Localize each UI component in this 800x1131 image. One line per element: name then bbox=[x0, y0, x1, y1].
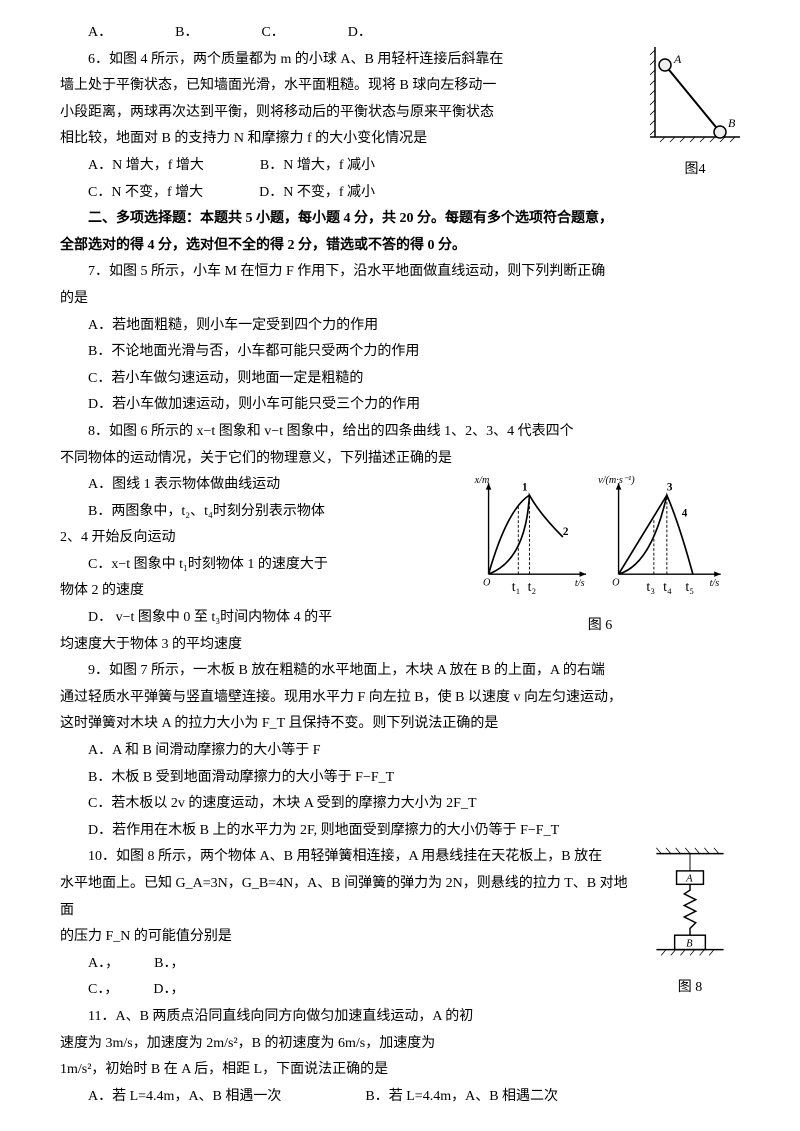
q10-d: D．， bbox=[153, 982, 184, 997]
svg-text:t₄: t₄ bbox=[663, 580, 672, 595]
q7-line2: 的是 bbox=[60, 286, 740, 313]
q11-line2: 速度为 3m/s，加速度为 2m/s²，B 的初速度为 6m/s，加速度为 bbox=[60, 1031, 740, 1058]
svg-text:t₅: t₅ bbox=[685, 580, 694, 595]
q6-opts-ab: A．N 增大，f 增大 B．N 增大，f 减小 bbox=[60, 153, 740, 180]
svg-text:1: 1 bbox=[522, 482, 528, 494]
figure-4-svg: A B bbox=[650, 47, 740, 147]
svg-text:O: O bbox=[483, 577, 491, 588]
q10-line1: 10．如图 8 所示，两个物体 A、B 用轻弹簧相连接，A 用悬线挂在天花板上，… bbox=[60, 844, 740, 871]
q7-c: C．若小车做匀速运动，则地面一定是粗糙的 bbox=[60, 366, 740, 393]
q9-d: D．若作用在木板 B 上的水平力为 2F, 则地面受到摩擦力的大小仍等于 F−F… bbox=[60, 818, 740, 845]
svg-text:t/s: t/s bbox=[710, 578, 720, 589]
q6-a: A．N 增大，f 增大 bbox=[88, 158, 204, 173]
figure-4-label: 图4 bbox=[650, 157, 740, 184]
q10-a: A．， bbox=[88, 956, 112, 971]
q11-line3: 1m/s²，初始时 B 在 A 后，相距 L，下面说法正确的是 bbox=[60, 1057, 740, 1084]
section2-line2: 全部选对的得 4 分，选对但不全的得 2 分，错选或不答的得 0 分。 bbox=[60, 233, 740, 260]
svg-text:O: O bbox=[612, 577, 620, 588]
q7-line1: 7．如图 5 所示，小车 M 在恒力 F 作用下，沿水平地面做直线运动，则下列判… bbox=[60, 259, 740, 286]
q7-d: D．若小车做加速运动，则小车可能只受三个力的作用 bbox=[60, 392, 740, 419]
q8-line2: 不同物体的运动情况，关于它们的物理意义，下列描述正确的是 bbox=[60, 446, 740, 473]
figure-4: A B 图4 bbox=[650, 47, 740, 184]
svg-text:v/(m·s⁻¹): v/(m·s⁻¹) bbox=[598, 475, 635, 486]
q9-b: B．木板 B 受到地面滑动摩擦力的大小等于 F−F_T bbox=[60, 765, 740, 792]
q9-c: C．若木板以 2v 的速度运动，木块 A 受到的摩擦力大小为 2F_T bbox=[60, 791, 740, 818]
svg-text:A: A bbox=[685, 874, 693, 885]
q11-opts-ab: A．若 L=4.4m，A、B 相遇一次 B．若 L=4.4m，A、B 相遇二次 bbox=[60, 1084, 740, 1111]
figure-8-label: 图 8 bbox=[640, 975, 740, 1002]
q10-line3: 的压力 F_N 的可能值分别是 bbox=[60, 924, 740, 951]
q11-line1: 11．A、B 两质点沿同直线向同方向做匀加速直线运动，A 的初 bbox=[60, 1004, 740, 1031]
figure-6: x/m t/s O 1 2 t₁ t₂ v/(m·s⁻¹) t/s O 3 4 … bbox=[460, 472, 740, 639]
q11-b: B．若 L=4.4m，A、B 相遇二次 bbox=[365, 1089, 558, 1104]
q6-line4: 相比较，地面对 B 的支持力 N 和摩擦力 f 的大小变化情况是 bbox=[60, 126, 740, 153]
figure-8-svg: A B bbox=[640, 844, 740, 964]
q7-a: A．若地面粗糙，则小车一定受到四个力的作用 bbox=[60, 313, 740, 340]
figure-6-label: 图 6 bbox=[460, 613, 740, 640]
q10-opts-ab: A．， B．， bbox=[60, 951, 740, 978]
q7-b: B．不论地面光滑与否，小车都可能只受两个力的作用 bbox=[60, 339, 740, 366]
q10-line2: 水平地面上。已知 G_A=3N，G_B=4N，A、B 间弹簧的弹力为 2N，则悬… bbox=[60, 871, 740, 924]
svg-text:t₂: t₂ bbox=[528, 580, 537, 595]
section2-line1: 二、多项选择题：本题共 5 小题，每小题 4 分，共 20 分。每题有多个选项符… bbox=[60, 206, 740, 233]
q10-c: C．， bbox=[88, 982, 111, 997]
q6-line3: 小段距离，两球再次达到平衡，则将移动后的平衡状态与原来平衡状态 bbox=[60, 100, 740, 127]
svg-text:A: A bbox=[673, 52, 682, 66]
q6-opts-cd: C．N 不变，f 增大 D．N 不变，f 减小 bbox=[60, 180, 740, 207]
svg-text:x/m: x/m bbox=[474, 475, 490, 486]
figure-8: A B 图 8 bbox=[640, 844, 740, 1001]
q10-b: B．， bbox=[154, 956, 184, 971]
q6-line1: 6．如图 4 所示，两个质量都为 m 的小球 A、B 用轻杆连接后斜靠在 bbox=[60, 47, 740, 74]
svg-text:4: 4 bbox=[682, 508, 688, 520]
q11-a: A．若 L=4.4m，A、B 相遇一次 bbox=[88, 1089, 281, 1104]
q10-opts-cd: C．， D．， bbox=[60, 977, 740, 1004]
svg-text:t₃: t₃ bbox=[646, 580, 655, 595]
q5-options: A． B． C． D． bbox=[60, 20, 740, 47]
svg-text:B: B bbox=[728, 116, 736, 130]
svg-text:B: B bbox=[686, 939, 693, 950]
q6-line2: 墙上处于平衡状态，已知墙面光滑，水平面粗糙。现将 B 球向左移动一 bbox=[60, 73, 740, 100]
q9-line1: 9．如图 7 所示，一木板 B 放在粗糙的水平地面上，木块 A 放在 B 的上面… bbox=[60, 658, 740, 685]
figure-6-svg: x/m t/s O 1 2 t₁ t₂ v/(m·s⁻¹) t/s O 3 4 … bbox=[460, 472, 740, 602]
q6-d: D．N 不变，f 减小 bbox=[259, 185, 375, 200]
svg-text:t/s: t/s bbox=[575, 578, 585, 589]
q6-b: B．N 增大，f 减小 bbox=[260, 158, 375, 173]
svg-text:t₁: t₁ bbox=[512, 580, 521, 595]
svg-text:2: 2 bbox=[563, 526, 569, 538]
q8-line1: 8．如图 6 所示的 x−t 图象和 v−t 图象中，给出的四条曲线 1、2、3… bbox=[60, 419, 740, 446]
q9-a: A．A 和 B 间滑动摩擦力的大小等于 F bbox=[60, 738, 740, 765]
svg-text:3: 3 bbox=[667, 482, 673, 494]
q9-line3: 这时弹簧对木块 A 的拉力大小为 F_T 且保持不变。则下列说法正确的是 bbox=[60, 711, 740, 738]
q9-line2: 通过轻质水平弹簧与竖直墙壁连接。现用水平力 F 向左拉 B，使 B 以速度 v … bbox=[60, 685, 740, 712]
q6-c: C．N 不变，f 增大 bbox=[88, 185, 203, 200]
